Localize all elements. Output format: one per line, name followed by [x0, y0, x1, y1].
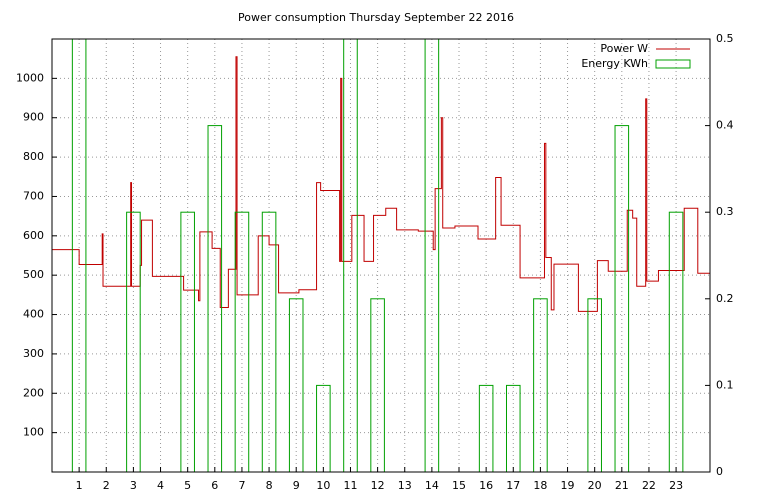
x-tick-label: 14: [425, 479, 439, 492]
x-tick-label: 9: [293, 479, 300, 492]
energy-box: [587, 298, 602, 472]
x-tick-label: 7: [238, 479, 245, 492]
energy-box: [370, 298, 385, 472]
x-tick-label: 15: [452, 479, 466, 492]
x-tick-label: 16: [479, 479, 493, 492]
plot-frame: [51, 38, 711, 473]
y-tick-label: 900: [23, 111, 44, 124]
x-tick-label: 5: [184, 479, 191, 492]
y2-tick-label: 0.3: [716, 205, 734, 218]
y-tick-label: 200: [23, 386, 44, 399]
legend-label: Energy KWh: [581, 57, 648, 70]
x-tick-label: 10: [316, 479, 330, 492]
y-tick-label: 500: [23, 268, 44, 281]
x-tick-label: 17: [506, 479, 520, 492]
x-tick-label: 23: [669, 479, 683, 492]
y2-tick-label: 0: [716, 465, 723, 478]
y2-tick-label: 0.2: [716, 292, 734, 305]
energy-box: [424, 39, 440, 472]
y2-tick-label: 0.5: [716, 32, 734, 45]
y-tick-label: 100: [23, 426, 44, 439]
x-tick-label: 19: [561, 479, 575, 492]
x-tick-label: 20: [588, 479, 602, 492]
y-tick-label: 700: [23, 189, 44, 202]
x-tick-label: 18: [533, 479, 547, 492]
legend-label: Power W: [600, 42, 648, 55]
y-tick-label: 300: [23, 347, 44, 360]
x-tick-label: 2: [103, 479, 110, 492]
x-tick-label: 22: [642, 479, 656, 492]
energy-box: [288, 298, 304, 472]
y-tick-label: 600: [23, 229, 44, 242]
y-tick-label: 1000: [16, 71, 44, 84]
x-tick-label: 12: [371, 479, 385, 492]
y-tick-label: 800: [23, 150, 44, 163]
energy-box: [343, 39, 358, 472]
x-tick-label: 6: [211, 479, 218, 492]
x-tick-label: 21: [615, 479, 629, 492]
x-tick-label: 11: [343, 479, 357, 492]
legend-swatch: [655, 59, 691, 69]
energy-box: [207, 125, 223, 472]
y2-tick-label: 0.1: [716, 378, 734, 391]
power-line: [52, 56, 710, 312]
x-tick-label: 13: [398, 479, 412, 492]
x-tick-label: 4: [157, 479, 164, 492]
energy-box: [71, 39, 87, 472]
energy-box: [533, 298, 548, 472]
y-tick-label: 400: [23, 308, 44, 321]
x-tick-label: 3: [130, 479, 137, 492]
y2-tick-label: 0.4: [716, 119, 734, 132]
energy-box: [614, 125, 630, 472]
x-tick-label: 1: [76, 479, 83, 492]
chart-title: Power consumption Thursday September 22 …: [238, 11, 514, 24]
x-tick-label: 8: [266, 479, 273, 492]
